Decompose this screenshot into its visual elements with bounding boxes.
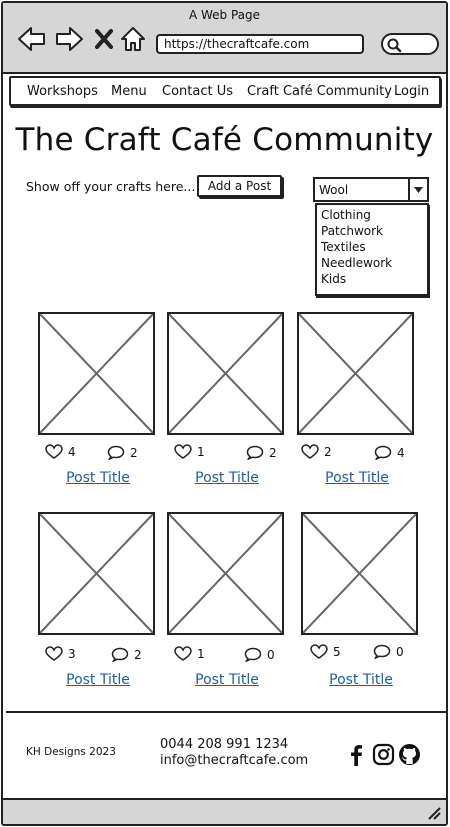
comment-count-value: 2 [134, 647, 142, 662]
comment-count[interactable]: 0 [373, 644, 404, 659]
post-image-placeholder[interactable] [167, 312, 284, 435]
category-options-list: Clothing Patchwork Textiles Needlework K… [315, 203, 429, 296]
like-count-value: 5 [333, 645, 341, 659]
site-navigation: Workshops Menu Contact Us Craft Café Com… [9, 76, 441, 106]
heart-icon [301, 444, 319, 459]
comment-count[interactable]: 4 [374, 445, 405, 460]
instagram-icon[interactable] [372, 743, 395, 767]
like-count-value: 4 [68, 445, 76, 459]
chevron-down-icon [414, 187, 423, 193]
comment-count-value: 2 [130, 445, 138, 460]
post-title-link[interactable]: Post Title [325, 470, 389, 486]
post-image-placeholder[interactable] [38, 312, 155, 435]
post-image-placeholder[interactable] [38, 512, 155, 635]
post-title-link[interactable]: Post Title [329, 672, 393, 688]
nav-item-contact-us[interactable]: Contact Us [162, 84, 233, 99]
heart-icon [174, 444, 192, 459]
heart-icon [310, 644, 328, 659]
comment-icon [246, 445, 264, 460]
browser-status-bar [3, 798, 446, 824]
post-title-link[interactable]: Post Title [195, 470, 259, 486]
comment-icon [111, 647, 129, 662]
comment-count-value: 4 [397, 445, 405, 460]
intro-text: Show off your crafts here... [26, 179, 196, 194]
heart-icon [45, 444, 63, 459]
nav-item-workshops[interactable]: Workshops [27, 84, 98, 99]
category-option-clothing[interactable]: Clothing [321, 208, 371, 222]
like-count-value: 2 [324, 445, 332, 459]
image-placeholder-icon [169, 314, 282, 433]
like-count-value: 3 [68, 647, 76, 661]
nav-item-login[interactable]: Login [394, 84, 430, 99]
heart-icon [45, 646, 63, 661]
like-count[interactable]: 3 [45, 646, 76, 662]
footer-phone[interactable]: 0044 208 991 1234 [160, 737, 289, 752]
comment-count[interactable]: 2 [111, 647, 142, 662]
category-option-needlework[interactable]: Needlework [321, 256, 393, 270]
post-image-placeholder[interactable] [301, 512, 418, 635]
comment-count[interactable]: 0 [244, 647, 275, 662]
like-count[interactable]: 2 [301, 444, 332, 460]
comment-icon [373, 644, 391, 659]
github-icon[interactable] [398, 743, 421, 767]
comment-count-value: 0 [267, 647, 275, 662]
category-dropdown[interactable]: Wool [313, 177, 429, 202]
image-placeholder-icon [299, 314, 412, 433]
post-title-link[interactable]: Post Title [66, 672, 130, 688]
image-placeholder-icon [169, 514, 282, 633]
window-title: A Web Page [188, 8, 261, 22]
category-option-textiles[interactable]: Textiles [321, 240, 366, 254]
browser-toolbar: A Web Page https://thecraftcafe.com [3, 3, 446, 74]
comment-count[interactable]: 2 [107, 445, 138, 460]
post-title-link[interactable]: Post Title [195, 672, 259, 688]
image-placeholder-icon [40, 314, 153, 433]
image-placeholder-icon [303, 514, 416, 633]
home-icon[interactable] [120, 25, 146, 53]
nav-item-craft-cafe-community[interactable]: Craft Café Community [247, 84, 392, 99]
dropdown-toggle[interactable] [408, 179, 427, 200]
like-count-value: 1 [197, 445, 205, 459]
category-option-kids[interactable]: Kids [321, 272, 347, 286]
comment-icon [374, 445, 392, 460]
comment-count[interactable]: 2 [246, 445, 277, 460]
post-image-placeholder[interactable] [297, 312, 414, 435]
like-count-value: 1 [197, 647, 205, 661]
like-count[interactable]: 1 [174, 444, 205, 460]
facebook-icon[interactable] [347, 743, 365, 767]
forward-arrow-icon[interactable] [54, 25, 84, 53]
comment-count-value: 2 [269, 445, 277, 460]
resize-grip-icon[interactable] [426, 806, 442, 820]
like-count[interactable]: 5 [310, 644, 341, 660]
image-placeholder-icon [40, 514, 153, 633]
comment-icon [107, 445, 125, 460]
footer-email[interactable]: info@thecraftcafe.com [160, 753, 309, 768]
url-field[interactable]: https://thecraftcafe.com [156, 34, 364, 54]
page-title: The Craft Café Community [15, 122, 434, 158]
comment-count-value: 0 [396, 644, 404, 659]
like-count[interactable]: 4 [45, 444, 76, 460]
back-arrow-icon[interactable] [17, 25, 47, 53]
search-icon [387, 38, 402, 53]
like-count[interactable]: 1 [174, 646, 205, 662]
post-title-link[interactable]: Post Title [66, 470, 130, 486]
browser-search-field[interactable] [381, 33, 439, 55]
category-option-patchwork[interactable]: Patchwork [321, 224, 383, 238]
heart-icon [174, 646, 192, 661]
nav-item-menu[interactable]: Menu [111, 84, 147, 99]
footer-copyright: KH Designs 2023 [26, 746, 116, 758]
footer-divider [6, 711, 448, 713]
close-icon[interactable] [94, 28, 114, 50]
post-image-placeholder[interactable] [167, 512, 284, 635]
category-selected-value: Wool [319, 183, 349, 197]
comment-icon [244, 647, 262, 662]
add-post-button[interactable]: Add a Post [197, 175, 282, 197]
